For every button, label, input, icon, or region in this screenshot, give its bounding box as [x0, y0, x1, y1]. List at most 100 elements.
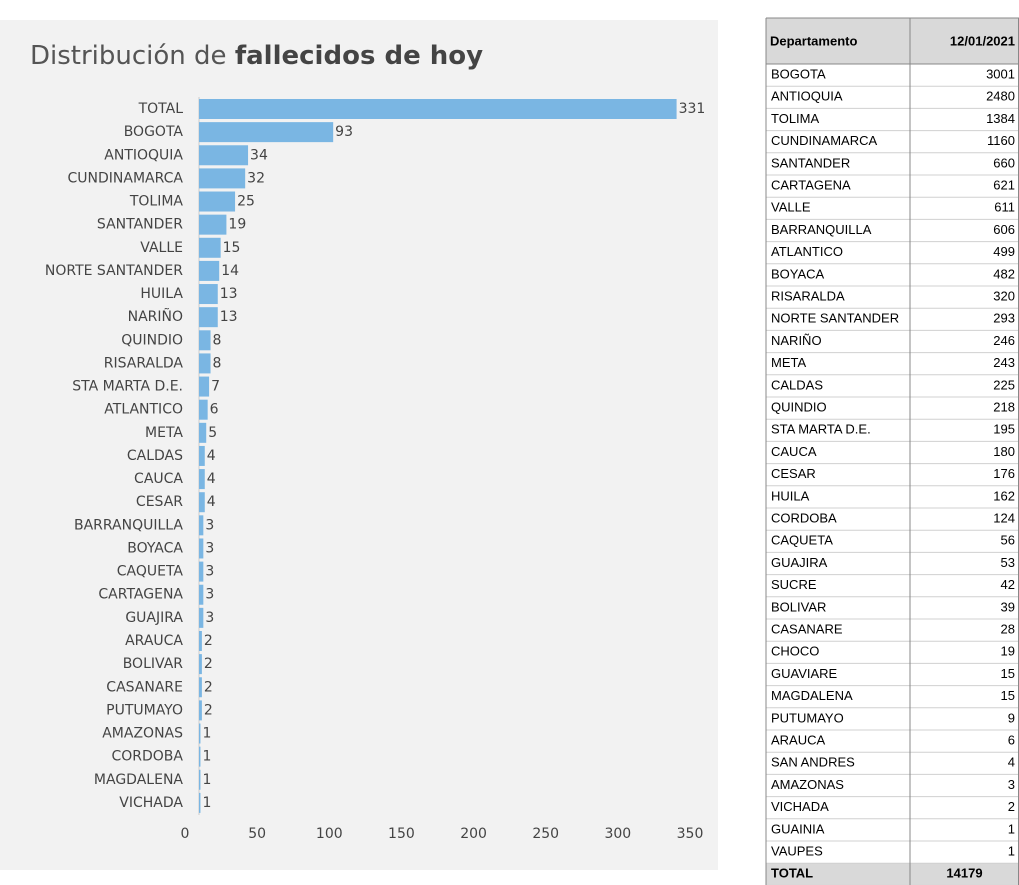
- table-cell: BOYACA: [771, 266, 825, 281]
- bar: [199, 561, 204, 582]
- bar: [199, 399, 208, 420]
- y-tick-label: ANTIOQUIA: [104, 147, 183, 163]
- bar: [199, 723, 201, 744]
- table-cell: 218: [993, 400, 1015, 415]
- y-tick-label: CAQUETA: [117, 564, 184, 580]
- value-label: 8: [213, 355, 222, 371]
- table-cell: GUAINIA: [771, 821, 825, 836]
- value-label: 5: [208, 425, 217, 441]
- x-tick-label: 300: [604, 826, 631, 842]
- value-label: 1: [202, 772, 211, 788]
- table-cell: 15: [1001, 666, 1015, 681]
- table-cell: 611: [994, 200, 1015, 215]
- total-row-bg: [766, 863, 1019, 885]
- bar: [199, 122, 334, 143]
- table-cell: HUILA: [771, 488, 810, 503]
- bar: [199, 654, 202, 675]
- table-cell: 293: [993, 311, 1015, 326]
- table-cell: CALDAS: [771, 377, 823, 392]
- value-label: 2: [204, 656, 213, 672]
- table-cell: RISARALDA: [771, 289, 845, 304]
- bar: [199, 260, 220, 281]
- x-tick-label: 100: [316, 826, 343, 842]
- table-cell: 660: [993, 155, 1015, 170]
- table-cell: 3001: [986, 67, 1015, 82]
- bar: [199, 607, 204, 628]
- table-cell: 2480: [986, 89, 1015, 104]
- y-tick-label: TOLIMA: [129, 194, 184, 210]
- chart-panel: [0, 20, 718, 870]
- value-label: 1: [202, 749, 211, 765]
- table-cell: PUTUMAYO: [771, 710, 844, 725]
- y-tick-label: NARIÑO: [128, 308, 183, 325]
- bar: [199, 677, 202, 698]
- x-tick-label: 200: [460, 826, 487, 842]
- table-cell: CORDOBA: [771, 511, 837, 526]
- y-tick-label: BARRANQUILLA: [74, 517, 183, 533]
- bar: [199, 630, 202, 651]
- bar: [199, 99, 677, 119]
- value-label: 32: [247, 170, 265, 186]
- value-label: 19: [228, 217, 246, 233]
- value-label: 3: [205, 610, 214, 626]
- y-tick-label: BOGOTA: [124, 124, 184, 140]
- table-cell: 162: [993, 488, 1015, 503]
- table-total-label: TOTAL: [771, 866, 813, 881]
- table-cell: VAUPES: [771, 844, 823, 859]
- bar: [199, 515, 204, 536]
- table-header: 12/01/2021: [950, 33, 1015, 48]
- table-cell: VALLE: [771, 200, 811, 215]
- table-cell: 53: [1001, 555, 1015, 570]
- x-tick-label: 50: [248, 826, 266, 842]
- table-cell: 9: [1008, 710, 1015, 725]
- table-cell: 195: [993, 422, 1015, 437]
- table-cell: NORTE SANTANDER: [771, 311, 899, 326]
- table-cell: ATLANTICO: [771, 244, 843, 259]
- value-label: 331: [679, 101, 706, 117]
- bar: [199, 237, 221, 258]
- table-cell: 2: [1008, 799, 1015, 814]
- bar: [199, 284, 218, 305]
- bar: [199, 330, 211, 351]
- bar: [199, 538, 204, 559]
- table-cell: 320: [993, 289, 1015, 304]
- bar: [199, 145, 249, 166]
- y-tick-label: VALLE: [140, 240, 183, 256]
- table-header: Departamento: [770, 33, 857, 48]
- value-label: 4: [207, 471, 216, 487]
- bar: [199, 469, 205, 490]
- value-label: 13: [220, 286, 238, 302]
- table-cell: 243: [993, 355, 1015, 370]
- bar: [199, 191, 236, 212]
- value-label: 14: [221, 263, 239, 279]
- table-cell: 15: [1001, 688, 1015, 703]
- table-cell: CHOCO: [771, 644, 819, 659]
- table-cell: QUINDIO: [771, 400, 827, 415]
- table-total-value: 14179: [946, 866, 982, 881]
- value-label: 1: [202, 726, 211, 742]
- value-label: 4: [207, 494, 216, 510]
- y-tick-label: BOYACA: [127, 540, 183, 556]
- value-label: 4: [207, 448, 216, 464]
- table-header-bg: [766, 18, 1019, 64]
- table-cell: SANTANDER: [771, 155, 850, 170]
- table-cell: GUAVIARE: [771, 666, 838, 681]
- y-tick-label: STA MARTA D.E.: [72, 379, 183, 395]
- title-lead: Distribución de: [30, 41, 227, 71]
- table-cell: CUNDINAMARCA: [771, 133, 878, 148]
- table-cell: BOLIVAR: [771, 599, 826, 614]
- y-tick-label: MAGDALENA: [94, 772, 183, 788]
- y-tick-label: AMAZONAS: [102, 726, 183, 742]
- bar: [199, 445, 205, 466]
- value-label: 3: [205, 540, 214, 556]
- value-label: 1: [202, 795, 211, 811]
- bar: [199, 584, 204, 605]
- value-label: 6: [210, 402, 219, 418]
- bar: [199, 376, 210, 397]
- bar: [199, 746, 201, 767]
- bar: [199, 353, 211, 374]
- table-cell: MAGDALENA: [771, 688, 853, 703]
- table-cell: 124: [993, 511, 1015, 526]
- value-label: 2: [204, 679, 213, 695]
